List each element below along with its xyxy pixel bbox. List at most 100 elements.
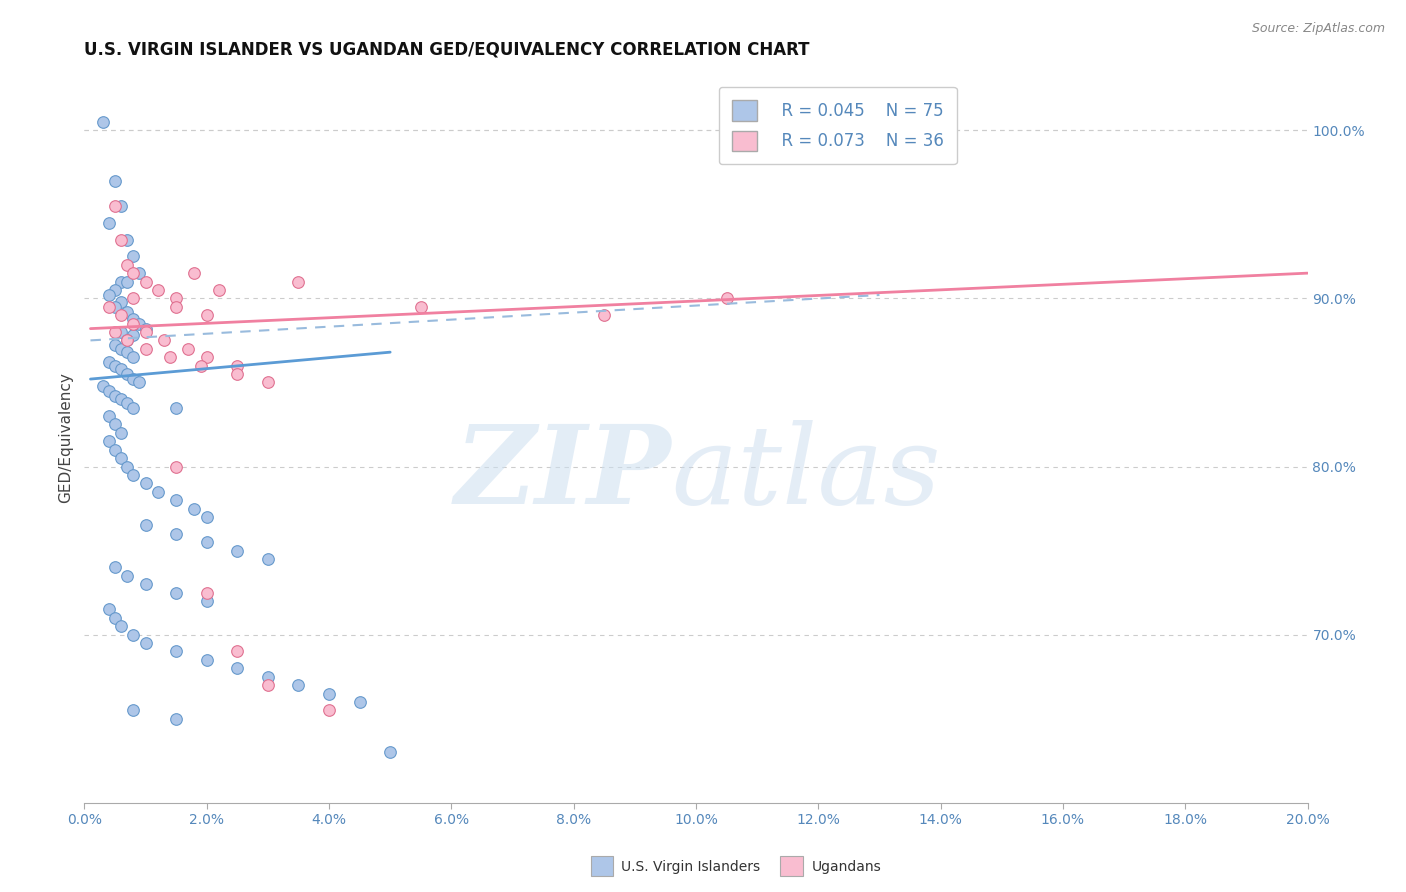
Point [104,300,127,314]
Point [91,115,114,129]
Point [104,174,127,188]
Point [122,703,145,717]
Point [115,345,138,359]
Point [115,275,138,289]
Text: Ugandans: Ugandans [811,860,882,874]
Point [110,233,132,247]
Point [195,585,218,599]
Point [122,627,145,641]
Point [122,311,145,326]
Point [104,338,127,352]
Y-axis label: GED/Equivalency: GED/Equivalency [58,372,73,502]
Point [226,543,249,558]
Point [226,644,249,658]
Point [122,266,145,280]
Point [110,362,132,376]
Point [110,275,132,289]
Point [165,291,187,305]
Text: U.S. VIRGIN ISLANDER VS UGANDAN GED/EQUIVALENCY CORRELATION CHART: U.S. VIRGIN ISLANDER VS UGANDAN GED/EQUI… [84,41,810,59]
Point [104,199,127,213]
Point [97,355,120,369]
Point [146,484,169,499]
Point [135,325,157,339]
Legend:   R = 0.045    N = 75,   R = 0.073    N = 36: R = 0.045 N = 75, R = 0.073 N = 36 [718,87,956,164]
Point [115,569,138,583]
Point [165,459,187,474]
Point [115,233,138,247]
Point [349,695,371,709]
Point [593,308,616,322]
Point [122,317,145,331]
Point [183,266,205,280]
Point [110,294,132,309]
Point [208,283,231,297]
Point [104,283,127,297]
Point [97,300,120,314]
Point [110,325,132,339]
Point [122,291,145,305]
Point [135,342,157,356]
Point [165,493,187,508]
Point [104,359,127,373]
Text: U.S. Virgin Islanders: U.S. Virgin Islanders [621,860,761,874]
Point [190,359,212,373]
Point [165,585,187,599]
Point [257,552,280,566]
Point [165,712,187,726]
Point [97,602,120,616]
Point [97,216,120,230]
Point [97,409,120,423]
Point [195,594,218,608]
Point [115,334,138,348]
Point [104,417,127,432]
Point [128,376,150,390]
Point [104,325,127,339]
Point [287,275,309,289]
Point [115,367,138,381]
Point [226,661,249,675]
Point [122,372,145,386]
Point [165,644,187,658]
Point [115,459,138,474]
Point [183,501,205,516]
Point [195,308,218,322]
Point [110,308,132,322]
Point [257,678,280,692]
Point [135,275,157,289]
Point [165,300,187,314]
Point [287,678,309,692]
Point [128,317,150,331]
Point [195,535,218,549]
Text: Source: ZipAtlas.com: Source: ZipAtlas.com [1251,22,1385,36]
Point [110,425,132,440]
Point [257,376,280,390]
Point [122,467,145,482]
Point [195,653,218,667]
Point [97,288,120,302]
Point [110,199,132,213]
Point [97,434,120,449]
Point [115,395,138,409]
Point [104,560,127,574]
Point [115,334,138,348]
Point [153,334,176,348]
Point [135,476,157,491]
Point [122,328,145,343]
Point [122,401,145,415]
Point [195,350,218,364]
Point [91,379,114,393]
Point [318,703,340,717]
Point [195,510,218,524]
Point [226,367,249,381]
Point [135,321,157,335]
Point [110,392,132,407]
Point [716,291,738,305]
Point [110,342,132,356]
Point [97,384,120,398]
Point [115,258,138,272]
Point [380,745,402,759]
Point [177,342,200,356]
Text: ZIP: ZIP [456,420,672,527]
Point [122,249,145,263]
Point [104,389,127,403]
